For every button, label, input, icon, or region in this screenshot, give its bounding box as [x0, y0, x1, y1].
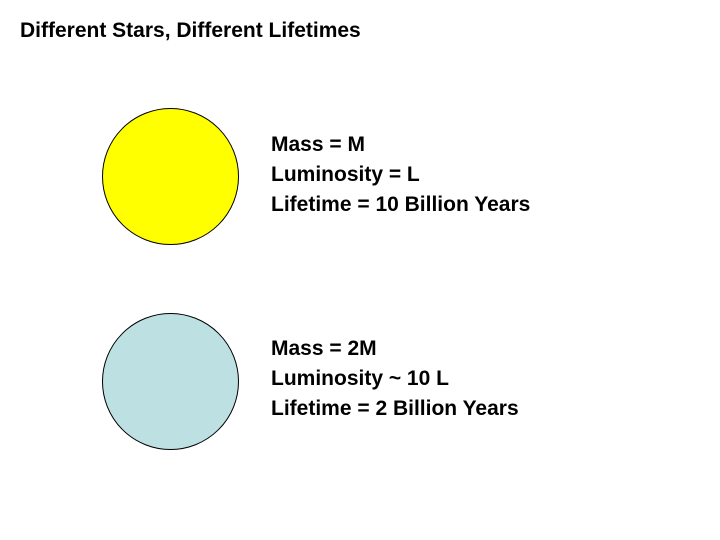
page-title: Different Stars, Different Lifetimes	[20, 19, 361, 42]
blue-star-icon	[102, 313, 239, 450]
yellow-star-icon	[102, 108, 239, 245]
luminosity-label: Luminosity ~ 10 L	[271, 367, 449, 390]
mass-label: Mass = M	[271, 133, 365, 156]
star-info-1: Mass = M Luminosity = L Lifetime = 10 Bi…	[271, 130, 530, 220]
mass-label: Mass = 2M	[271, 337, 377, 360]
star-info-2: Mass = 2M Luminosity ~ 10 L Lifetime = 2…	[271, 334, 519, 424]
luminosity-label: Luminosity = L	[271, 163, 420, 186]
lifetime-label: Lifetime = 10 Billion Years	[271, 193, 531, 216]
lifetime-label: Lifetime = 2 Billion Years	[271, 397, 519, 420]
